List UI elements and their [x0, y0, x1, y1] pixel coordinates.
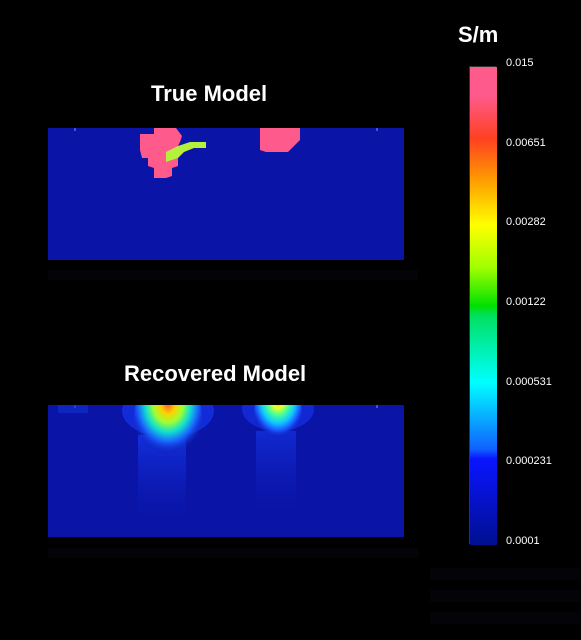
colorbar-tick: 0.00122 — [506, 296, 546, 308]
recovered-model-panel — [48, 405, 404, 537]
background-artifact — [430, 612, 580, 624]
background-artifact — [430, 568, 580, 580]
recovered-anomaly-right — [254, 405, 302, 445]
background-artifact — [430, 590, 580, 602]
conductive-body-right — [260, 128, 300, 152]
colorbar-tick: 0.0001 — [506, 535, 540, 547]
colorbar-tick: 0.00282 — [506, 216, 546, 228]
background-artifact — [48, 548, 418, 558]
background-artifact — [48, 270, 418, 280]
recovered-model-image — [48, 405, 404, 537]
colorbar-tick: 0.00651 — [506, 137, 546, 149]
colorbar-tick: 0.000531 — [506, 376, 552, 388]
true-model-image — [48, 128, 404, 260]
colorbar — [469, 66, 497, 545]
conductive-body-left — [140, 128, 182, 178]
colorbar-tick: 0.015 — [506, 57, 534, 69]
colorbar-unit-label: S/m — [458, 22, 499, 47]
recovered-anomaly-left — [134, 405, 202, 459]
recovered-model-title: Recovered Model — [124, 361, 307, 386]
colorbar-tick: 0.000231 — [506, 455, 552, 467]
colorbar-gradient — [470, 67, 497, 545]
true-model-title: True Model — [151, 81, 268, 106]
intermediate-body — [166, 142, 206, 162]
recovered-plume-right — [256, 431, 296, 531]
true-model-panel — [48, 128, 404, 260]
